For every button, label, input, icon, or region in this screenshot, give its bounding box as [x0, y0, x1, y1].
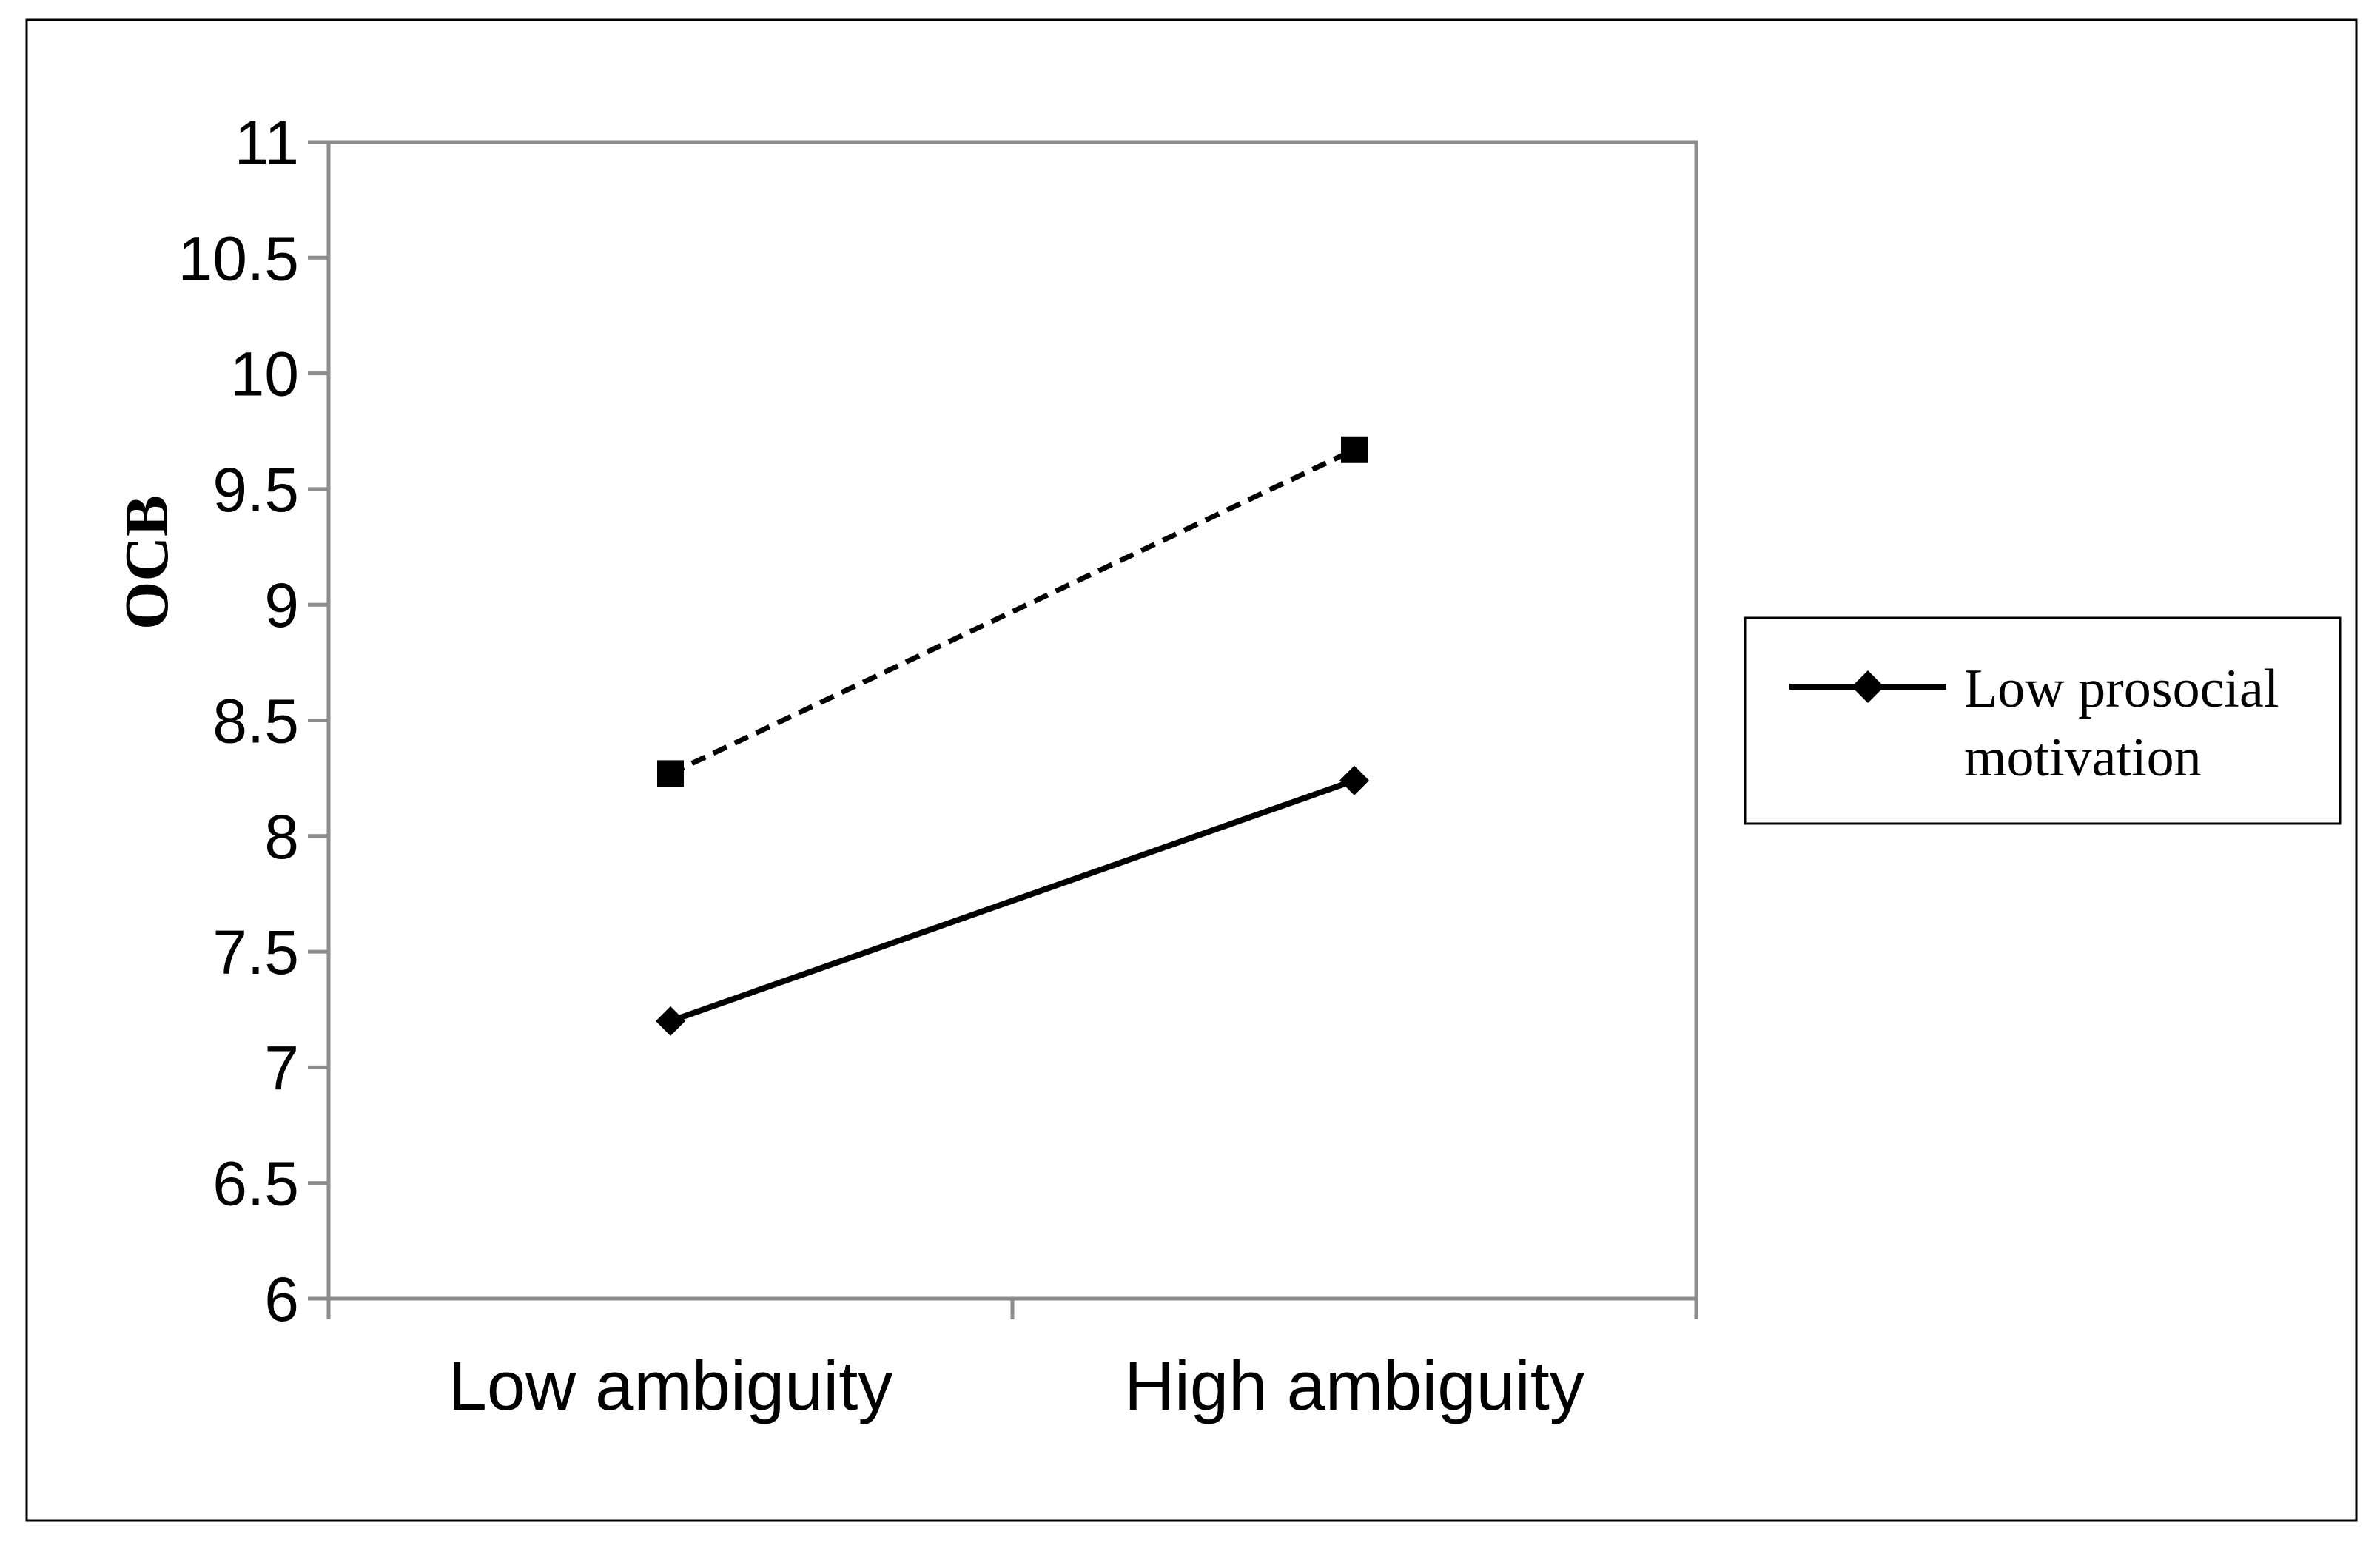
- series-line-1: [669, 778, 1356, 1024]
- y-tick-label: 8.5: [212, 687, 299, 756]
- legend-box: [1744, 616, 2342, 825]
- y-tick-label: 6.5: [212, 1149, 299, 1219]
- y-tick-label: 9: [264, 571, 299, 640]
- legend: Low prosocial motivation: [1744, 616, 2342, 825]
- legend-label-line-2: motivation: [1964, 727, 2202, 788]
- y-tick-label: 10.5: [178, 223, 300, 293]
- legend-label-line-1: Low prosocial: [1964, 659, 2279, 719]
- series-2-point-1: [657, 760, 684, 787]
- y-tick-label: 10: [230, 340, 299, 409]
- y-tick-label: 11: [235, 108, 299, 178]
- y-tick-label: 6: [264, 1265, 299, 1334]
- series-1-point-2: [1339, 765, 1369, 795]
- x-axis-ticks: Low ambiguity High ambiguity: [326, 1299, 1698, 1424]
- plot-area: [326, 140, 1698, 1301]
- y-axis-title: OCB: [112, 495, 181, 630]
- y-tick-label: 9.5: [212, 455, 299, 525]
- y-axis-ticks: 6 6.5 7 7.5 8 8.5 9 9.5 10 10.5 11: [178, 108, 329, 1334]
- series-2-point-2: [1341, 436, 1368, 463]
- series-1-point-1: [656, 1006, 685, 1036]
- x-category-label: High ambiguity: [1124, 1347, 1584, 1424]
- y-tick-label: 7: [264, 1033, 299, 1103]
- series-layer: [656, 436, 1369, 1036]
- series-line-2: [669, 447, 1356, 776]
- chart-border: [25, 18, 2358, 1522]
- y-tick-label: 7.5: [212, 918, 299, 987]
- x-category-label: Low ambiguity: [448, 1347, 893, 1424]
- y-tick-label: 8: [264, 802, 299, 872]
- legend-diamond-marker: [1852, 670, 1884, 703]
